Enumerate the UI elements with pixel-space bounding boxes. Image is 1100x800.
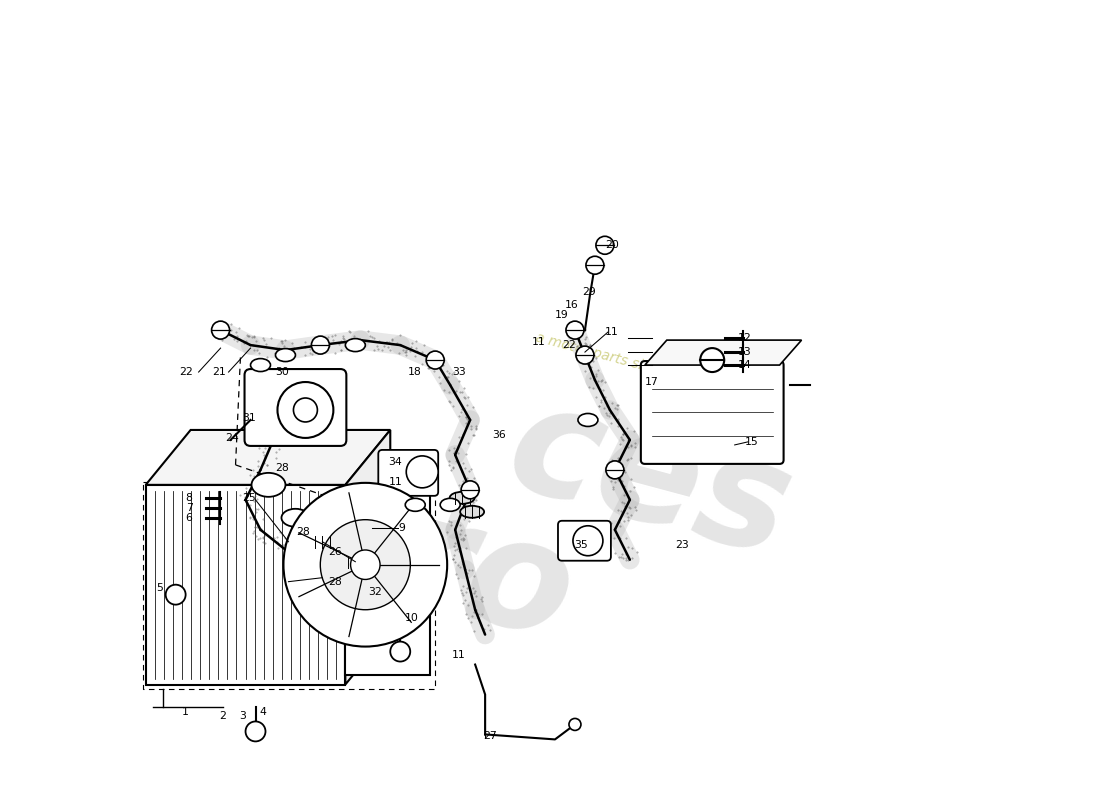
FancyBboxPatch shape	[641, 361, 783, 464]
Text: 24: 24	[224, 433, 239, 443]
Text: 28: 28	[297, 526, 310, 537]
Text: 11: 11	[532, 337, 546, 347]
Text: 12: 12	[738, 333, 751, 343]
Text: 34: 34	[388, 457, 401, 467]
Circle shape	[284, 483, 448, 646]
Circle shape	[294, 398, 318, 422]
Text: 35: 35	[574, 540, 587, 550]
Text: 4: 4	[260, 707, 266, 718]
Text: 11: 11	[451, 650, 465, 659]
Text: 27: 27	[483, 731, 497, 742]
Text: 22: 22	[179, 367, 192, 377]
Text: 16: 16	[565, 300, 579, 310]
Circle shape	[406, 456, 438, 488]
Bar	[345, 495, 430, 674]
Text: 18: 18	[408, 367, 422, 377]
Circle shape	[606, 461, 624, 479]
Text: 30: 30	[275, 367, 289, 377]
Ellipse shape	[405, 498, 426, 511]
Ellipse shape	[282, 509, 309, 526]
Text: 31: 31	[242, 413, 255, 423]
Text: 11: 11	[605, 327, 618, 337]
Text: euro: euro	[172, 427, 590, 673]
Circle shape	[573, 526, 603, 556]
Polygon shape	[645, 340, 802, 365]
Circle shape	[166, 585, 186, 605]
FancyBboxPatch shape	[244, 369, 346, 446]
Circle shape	[569, 718, 581, 730]
Ellipse shape	[345, 338, 365, 351]
Ellipse shape	[343, 556, 367, 568]
Text: 1: 1	[183, 707, 189, 718]
Circle shape	[596, 236, 614, 254]
Circle shape	[320, 520, 410, 610]
Circle shape	[426, 351, 444, 369]
Ellipse shape	[309, 536, 336, 548]
Text: 25: 25	[242, 493, 255, 503]
Text: 28: 28	[329, 577, 342, 586]
Text: a motor parts since 1985: a motor parts since 1985	[534, 330, 706, 390]
Text: ces: ces	[493, 371, 806, 589]
Text: 32: 32	[368, 586, 383, 597]
FancyBboxPatch shape	[378, 450, 438, 496]
Circle shape	[701, 348, 724, 372]
Text: 6: 6	[186, 513, 192, 522]
Text: 15: 15	[745, 437, 758, 447]
Text: 22: 22	[562, 340, 575, 350]
Text: 14: 14	[738, 360, 751, 370]
Circle shape	[351, 550, 381, 579]
Ellipse shape	[460, 506, 484, 518]
Text: 17: 17	[645, 377, 659, 387]
FancyBboxPatch shape	[558, 521, 611, 561]
Text: 9: 9	[398, 522, 405, 533]
Text: 19: 19	[556, 310, 569, 320]
Ellipse shape	[578, 414, 598, 426]
Circle shape	[390, 642, 410, 662]
Polygon shape	[345, 430, 390, 685]
Polygon shape	[145, 485, 345, 685]
Text: 36: 36	[492, 430, 506, 440]
Ellipse shape	[450, 492, 474, 504]
Ellipse shape	[440, 498, 460, 511]
Circle shape	[311, 336, 329, 354]
Circle shape	[576, 346, 594, 364]
Text: 21: 21	[212, 367, 226, 377]
Ellipse shape	[275, 349, 296, 362]
Text: 10: 10	[405, 613, 419, 622]
Circle shape	[245, 722, 265, 742]
Text: 33: 33	[452, 367, 466, 377]
Circle shape	[211, 321, 230, 339]
Ellipse shape	[252, 473, 286, 497]
Ellipse shape	[251, 358, 271, 371]
Text: 8: 8	[186, 493, 192, 503]
Text: 13: 13	[738, 347, 751, 357]
Text: 11: 11	[388, 477, 401, 487]
Polygon shape	[145, 430, 390, 485]
Text: 29: 29	[582, 287, 596, 297]
Circle shape	[586, 256, 604, 274]
Circle shape	[277, 382, 333, 438]
Text: 26: 26	[329, 546, 342, 557]
Circle shape	[461, 481, 480, 499]
Text: 5: 5	[156, 582, 163, 593]
Text: 20: 20	[605, 240, 619, 250]
Text: 7: 7	[186, 503, 192, 513]
Circle shape	[566, 321, 584, 339]
Text: 3: 3	[239, 711, 246, 722]
Text: 2: 2	[219, 711, 225, 722]
Text: 28: 28	[275, 463, 288, 473]
Text: 23: 23	[674, 540, 689, 550]
